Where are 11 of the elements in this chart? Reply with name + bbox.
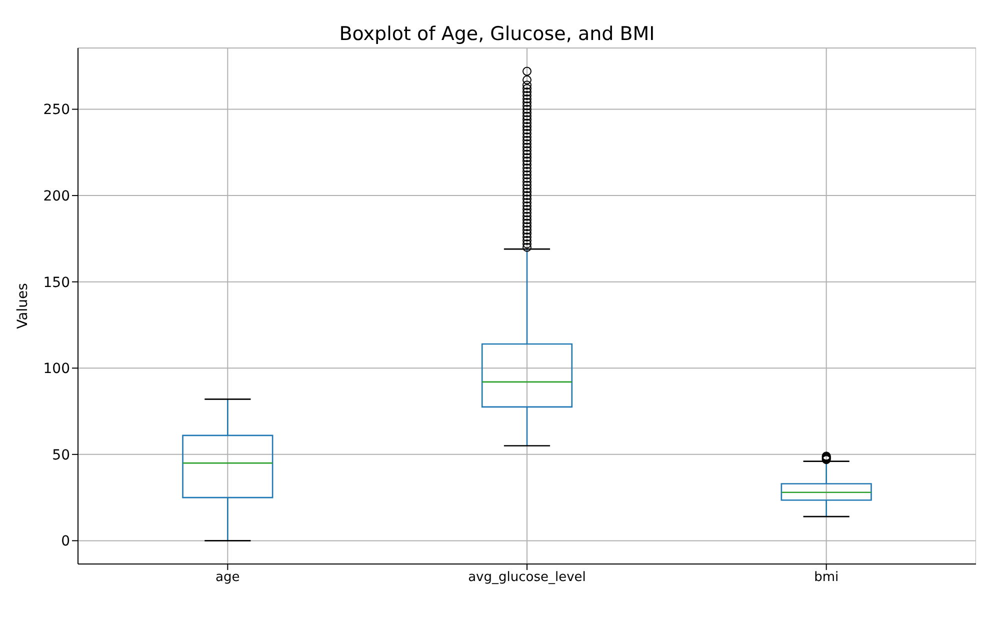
y-tick-label: 50 bbox=[52, 447, 70, 464]
y-tick-label: 250 bbox=[43, 102, 70, 118]
y-tick-label: 200 bbox=[43, 188, 70, 205]
x-tick-label: avg_glucose_level bbox=[468, 570, 586, 586]
x-tick-label: age bbox=[216, 570, 240, 586]
y-tick-label: 100 bbox=[43, 361, 70, 378]
chart-title: Boxplot of Age, Glucose, and BMI bbox=[339, 23, 655, 45]
y-tick-label: 0 bbox=[61, 534, 70, 550]
y-axis-title: Values bbox=[14, 283, 31, 329]
x-tick-label: bmi bbox=[814, 570, 839, 586]
y-tick-label: 150 bbox=[43, 274, 70, 291]
